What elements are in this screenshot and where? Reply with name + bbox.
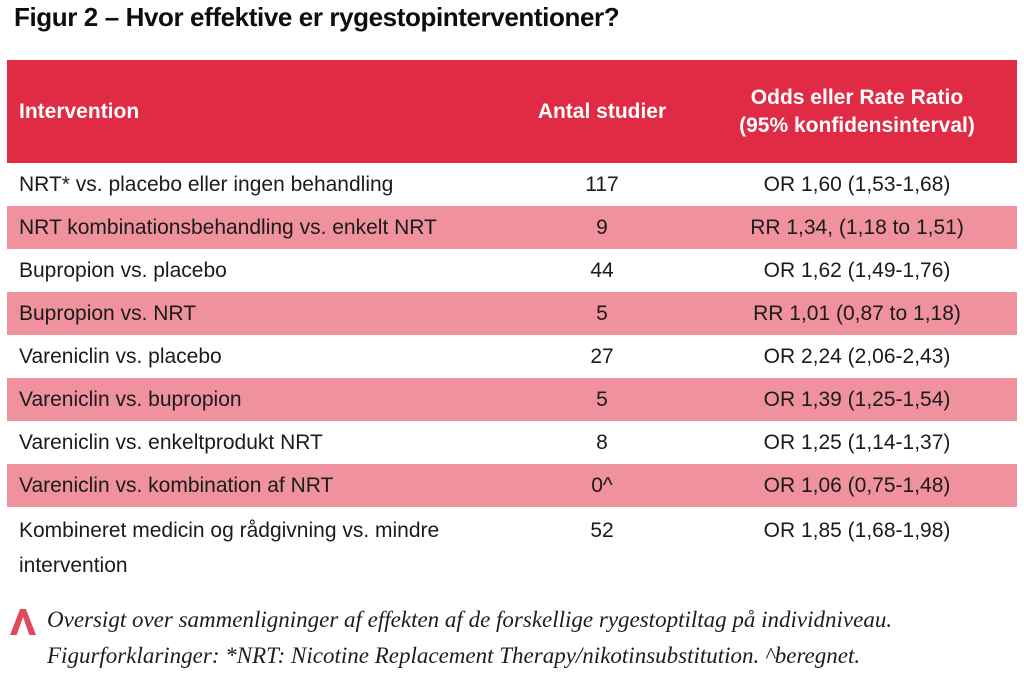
- table-row: Vareniclin vs. bupropion 5 OR 1,39 (1,25…: [7, 378, 1017, 421]
- studies-cell: 9: [596, 215, 608, 239]
- studies-cell: 44: [590, 258, 614, 282]
- caret-up-icon: [10, 607, 36, 640]
- studies-cell: 8: [596, 430, 608, 454]
- ratio-cell: OR 1,06 (0,75-1,48): [763, 473, 951, 497]
- col-header-ratio-line2: (95% konfidensinterval): [739, 113, 975, 137]
- col-header-odds-rate-ratio: Odds eller Rate Ratio (95% konfidensinte…: [697, 84, 1017, 140]
- table-row: NRT* vs. placebo eller ingen behandling …: [7, 163, 1017, 206]
- table-row: Vareniclin vs. placebo 27 OR 2,24 (2,06-…: [7, 335, 1017, 378]
- intervention-cell: Bupropion vs. NRT: [19, 301, 197, 325]
- table-header-row: Intervention Antal studier Odds eller Ra…: [7, 60, 1017, 163]
- table-row: Vareniclin vs. kombination af NRT 0^ OR …: [7, 464, 1017, 507]
- table-row: Bupropion vs. NRT 5 RR 1,01 (0,87 to 1,1…: [7, 292, 1017, 335]
- studies-cell: 117: [585, 172, 619, 196]
- ratio-cell: OR 1,85 (1,68-1,98): [763, 519, 951, 542]
- studies-cell: 5: [596, 387, 608, 411]
- ratio-cell: OR 1,62 (1,49-1,76): [763, 258, 951, 282]
- table-row: Bupropion vs. placebo 44 OR 1,62 (1,49-1…: [7, 249, 1017, 292]
- ratio-cell: RR 1,01 (0,87 to 1,18): [753, 301, 961, 325]
- intervention-cell: Vareniclin vs. enkeltprodukt NRT: [19, 430, 323, 454]
- col-header-intervention: Intervention: [19, 99, 140, 123]
- intervention-cell: Vareniclin vs. bupropion: [19, 387, 242, 411]
- table-row: Vareniclin vs. enkeltprodukt NRT 8 OR 1,…: [7, 421, 1017, 464]
- figure-footnote: Oversigt over sammenligninger af effekte…: [10, 602, 1012, 674]
- intervention-cell: NRT* vs. placebo eller ingen behandling: [19, 172, 394, 196]
- intervention-cell: Kombineret medicin og rådgivning vs. min…: [19, 519, 440, 577]
- intervention-cell: Vareniclin vs. kombination af NRT: [19, 473, 334, 497]
- studies-cell: 5: [596, 301, 608, 325]
- intervention-cell: Vareniclin vs. placebo: [19, 344, 222, 368]
- studies-cell: 27: [590, 344, 614, 368]
- footnote-text: Oversigt over sammenligninger af effekte…: [47, 607, 893, 668]
- studies-cell: 52: [590, 519, 614, 542]
- studies-cell: 0^: [591, 473, 613, 497]
- figure-title: Figur 2 – Hvor effektive er rygestopinte…: [14, 2, 620, 32]
- table-row: Kombineret medicin og rådgivning vs. min…: [7, 507, 1017, 592]
- ratio-cell: RR 1,34, (1,18 to 1,51): [750, 215, 964, 239]
- ratio-cell: OR 1,60 (1,53-1,68): [763, 172, 951, 196]
- col-header-antal-studier: Antal studier: [537, 99, 667, 123]
- col-header-ratio-line1: Odds eller Rate Ratio: [750, 85, 964, 109]
- intervention-cell: Bupropion vs. placebo: [19, 258, 227, 282]
- ratio-cell: OR 1,39 (1,25-1,54): [763, 387, 951, 411]
- ratio-cell: OR 2,24 (2,06-2,43): [763, 344, 951, 368]
- intervention-cell: NRT kombinationsbehandling vs. enkelt NR…: [19, 215, 437, 239]
- table-row: NRT kombinationsbehandling vs. enkelt NR…: [7, 206, 1017, 249]
- interventions-table: Intervention Antal studier Odds eller Ra…: [7, 60, 1017, 592]
- ratio-cell: OR 1,25 (1,14-1,37): [763, 430, 951, 454]
